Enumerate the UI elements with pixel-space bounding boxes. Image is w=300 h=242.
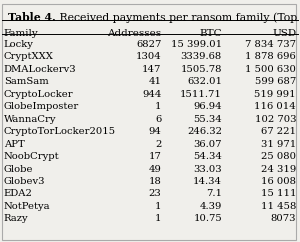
- Text: 54.34: 54.34: [193, 152, 222, 161]
- Text: 36.07: 36.07: [194, 140, 222, 149]
- Text: Table 4.: Table 4.: [8, 12, 56, 23]
- Text: 519 991: 519 991: [254, 90, 296, 99]
- Text: DMALockerv3: DMALockerv3: [4, 65, 76, 74]
- Text: 17: 17: [148, 152, 161, 161]
- Text: APT: APT: [4, 140, 25, 149]
- Text: Globev3: Globev3: [4, 177, 45, 186]
- Text: Received payments per ransom family (Top 15): Received payments per ransom family (Top…: [56, 12, 300, 23]
- Text: 1304: 1304: [136, 53, 161, 61]
- Text: 246.32: 246.32: [187, 127, 222, 136]
- Text: 1511.71: 1511.71: [180, 90, 222, 99]
- Text: 1 500 630: 1 500 630: [245, 65, 296, 74]
- Text: 67 221: 67 221: [261, 127, 296, 136]
- Text: 2: 2: [155, 140, 161, 149]
- Text: Razy: Razy: [4, 214, 28, 223]
- Text: 632.01: 632.01: [187, 77, 222, 86]
- Text: 944: 944: [142, 90, 161, 99]
- Text: Locky: Locky: [4, 40, 34, 49]
- Text: 15 111: 15 111: [261, 189, 296, 198]
- Text: 24 319: 24 319: [261, 165, 296, 174]
- Text: 23: 23: [149, 189, 161, 198]
- Text: 116 014: 116 014: [254, 102, 296, 111]
- Text: 94: 94: [148, 127, 161, 136]
- Text: 55.34: 55.34: [193, 115, 222, 124]
- Text: 7.1: 7.1: [206, 189, 222, 198]
- Text: 33.03: 33.03: [194, 165, 222, 174]
- Text: Globe: Globe: [4, 165, 33, 174]
- Text: 10.75: 10.75: [193, 214, 222, 223]
- Text: 1505.78: 1505.78: [181, 65, 222, 74]
- Text: 8073: 8073: [271, 214, 296, 223]
- Text: 96.94: 96.94: [194, 102, 222, 111]
- Text: 6: 6: [155, 115, 161, 124]
- Text: 49: 49: [148, 165, 161, 174]
- Text: CryptXXX: CryptXXX: [4, 53, 54, 61]
- Text: 4.39: 4.39: [200, 202, 222, 211]
- Text: 7 834 737: 7 834 737: [245, 40, 296, 49]
- Text: 1: 1: [155, 102, 161, 111]
- Text: 16 008: 16 008: [261, 177, 296, 186]
- Text: CryptoLocker: CryptoLocker: [4, 90, 74, 99]
- Text: 1: 1: [155, 202, 161, 211]
- Text: 18: 18: [148, 177, 161, 186]
- Text: 11 458: 11 458: [261, 202, 296, 211]
- Text: 25 080: 25 080: [261, 152, 296, 161]
- Text: 15 399.01: 15 399.01: [171, 40, 222, 49]
- Text: 6827: 6827: [136, 40, 161, 49]
- Text: CryptoTorLocker2015: CryptoTorLocker2015: [4, 127, 116, 136]
- Text: 1 878 696: 1 878 696: [245, 53, 296, 61]
- Text: GlobeImposter: GlobeImposter: [4, 102, 79, 111]
- Text: 31 971: 31 971: [261, 140, 296, 149]
- Text: 14.34: 14.34: [193, 177, 222, 186]
- Text: EDA2: EDA2: [4, 189, 33, 198]
- Text: Addresses: Addresses: [107, 29, 161, 38]
- Text: 147: 147: [142, 65, 161, 74]
- Text: BTC: BTC: [200, 29, 222, 38]
- Text: 599 687: 599 687: [255, 77, 296, 86]
- Text: 3339.68: 3339.68: [181, 53, 222, 61]
- Text: 102 703: 102 703: [255, 115, 296, 124]
- Text: SamSam: SamSam: [4, 77, 49, 86]
- Text: NotPetya: NotPetya: [4, 202, 50, 211]
- Text: USD: USD: [272, 29, 296, 38]
- Text: 41: 41: [148, 77, 161, 86]
- Text: WannaCry: WannaCry: [4, 115, 56, 124]
- Text: 1: 1: [155, 214, 161, 223]
- Text: Family: Family: [4, 29, 39, 38]
- Text: NoobCrypt: NoobCrypt: [4, 152, 59, 161]
